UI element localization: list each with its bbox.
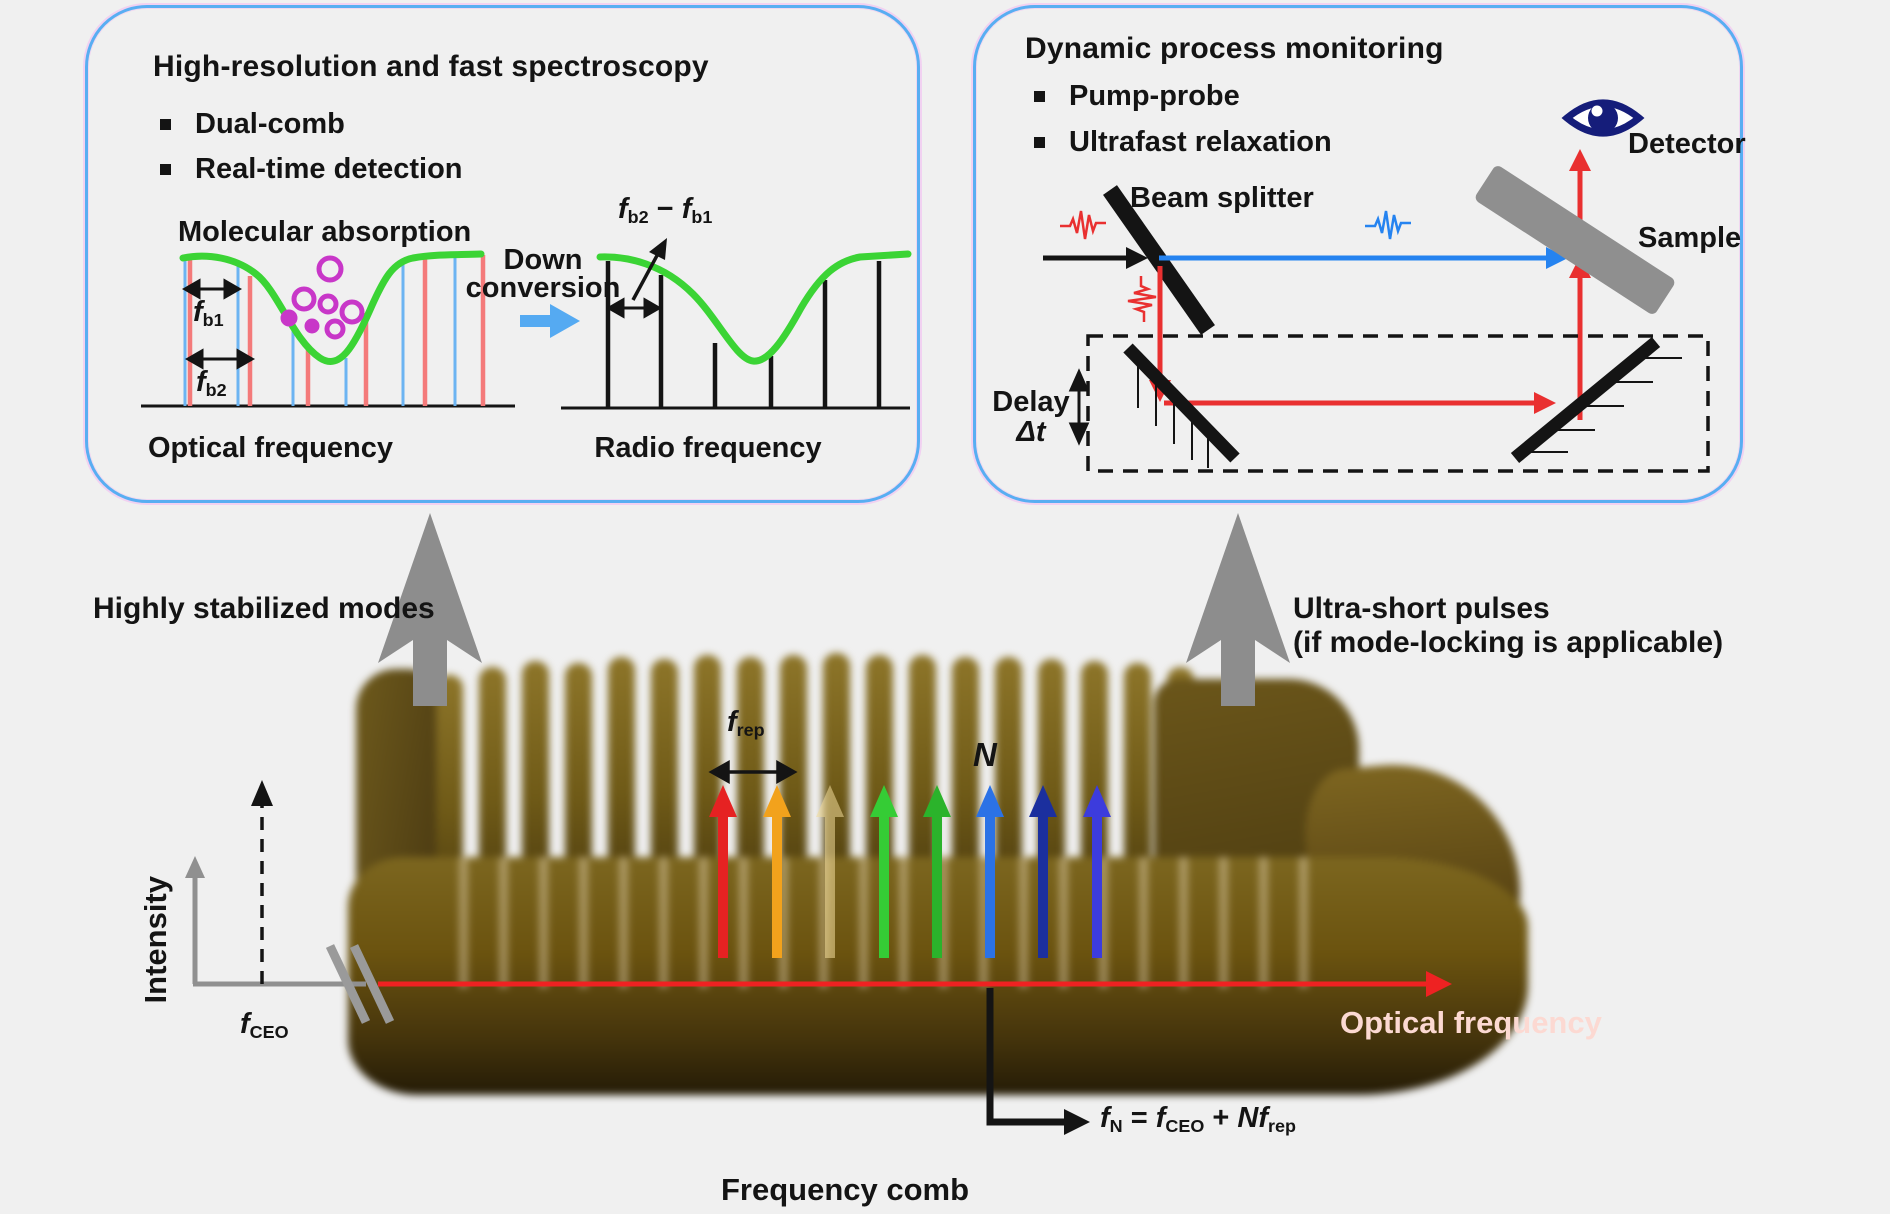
beat-span-arrow bbox=[605, 297, 663, 319]
beat-pointer-arrow bbox=[631, 238, 667, 301]
beat-frequency-label: fb2 − fb1 bbox=[618, 193, 713, 228]
pump-up-arrowhead-top bbox=[1569, 149, 1591, 171]
down-conversion-arrow-icon bbox=[520, 304, 580, 338]
comb-tooth bbox=[737, 657, 764, 882]
detector-eye-icon bbox=[1561, 99, 1645, 137]
bullet-dual-comb: Dual-comb bbox=[160, 108, 345, 141]
molecular-absorption-label: Molecular absorption bbox=[178, 216, 472, 248]
mode-number-label: N bbox=[973, 736, 997, 773]
optical-frequency-label: Optical frequency bbox=[1340, 1005, 1602, 1040]
sample-label: Sample bbox=[1638, 222, 1742, 254]
detector-label: Detector bbox=[1628, 128, 1746, 160]
delay-label-line1: Delay bbox=[992, 386, 1070, 418]
panel-spectroscopy: High-resolution and fast spectroscopy Du… bbox=[85, 5, 920, 503]
absorption-curve-optical bbox=[179, 250, 485, 365]
bullet-pump-probe-label: Pump-probe bbox=[1069, 80, 1240, 112]
pump-probe-graphics bbox=[1043, 99, 1710, 473]
fb2-label: fb2 bbox=[196, 366, 227, 401]
comb-tooth bbox=[780, 655, 807, 880]
comb-tooth bbox=[1081, 661, 1108, 886]
down-conversion-label-line1: Down bbox=[503, 244, 583, 276]
fceo-label: fCEO bbox=[240, 1008, 289, 1043]
bullet-realtime: Real-time detection bbox=[160, 153, 463, 186]
ultra-short-pulses-label-line1: Ultra-short pulses bbox=[1293, 592, 1550, 625]
comb-spine bbox=[348, 857, 1528, 1095]
comb-tooth bbox=[1038, 659, 1065, 884]
comb-tooth bbox=[909, 655, 936, 880]
bullet-dual-comb-label: Dual-comb bbox=[195, 108, 345, 140]
comb-tooth bbox=[522, 661, 549, 886]
pump-right-arrowhead bbox=[1534, 392, 1556, 414]
comb-lines-red bbox=[187, 255, 486, 406]
comb-tooth bbox=[694, 655, 721, 880]
sample-plate bbox=[1475, 166, 1675, 314]
comb-tooth bbox=[651, 659, 678, 884]
down-conversion-label-line2: conversion bbox=[465, 272, 621, 304]
comb-tooth bbox=[952, 657, 979, 882]
bullet-square-icon bbox=[160, 119, 171, 130]
figure-caption: Frequency comb bbox=[720, 1172, 970, 1207]
frep-label: frep bbox=[727, 706, 765, 741]
beam-splitter-label: Beam splitter bbox=[1130, 182, 1314, 214]
bullet-ultrafast: Ultrafast relaxation bbox=[1034, 126, 1332, 159]
probe-beam-arrowhead bbox=[1546, 247, 1568, 269]
optical-frequency-axis-label: Optical frequency bbox=[148, 432, 393, 464]
delay-mirror-right bbox=[1510, 336, 1682, 464]
input-beam-arrowhead bbox=[1126, 247, 1148, 269]
highly-stabilized-label: Highly stabilized modes bbox=[93, 592, 435, 625]
fn-formula: fN = fCEO + Nfrep bbox=[1100, 1102, 1296, 1137]
radio-frequency-axis-label: Radio frequency bbox=[594, 432, 822, 464]
intensity-axis-label: Intensity bbox=[138, 876, 173, 1004]
comb-tooth bbox=[479, 667, 506, 892]
panel-spectroscopy-title: High-resolution and fast spectroscopy bbox=[153, 50, 709, 83]
spectroscopy-graphics bbox=[141, 238, 912, 410]
fb2-span-arrow bbox=[184, 348, 256, 370]
comb-tooth bbox=[565, 663, 592, 888]
comb-tooth bbox=[995, 657, 1022, 882]
fb1-label: fb1 bbox=[193, 296, 224, 331]
radio-comb-lines bbox=[605, 261, 882, 408]
delay-span-arrow bbox=[1068, 368, 1090, 446]
fb1-span-arrow bbox=[181, 278, 243, 300]
bullet-pump-probe: Pump-probe bbox=[1034, 80, 1240, 113]
bullet-square-icon bbox=[1034, 137, 1045, 148]
ultra-short-pulses-label-line2: (if mode-locking is applicable) bbox=[1293, 626, 1724, 659]
bullet-square-icon bbox=[1034, 91, 1045, 102]
probe-pulse-icon bbox=[1365, 210, 1411, 240]
bullet-realtime-label: Real-time detection bbox=[195, 153, 463, 185]
panel-dynamic-title: Dynamic process monitoring bbox=[1025, 32, 1444, 65]
delay-stage-box bbox=[1086, 334, 1710, 473]
delay-label-line2: Δt bbox=[1016, 416, 1046, 448]
pump-pulse-icon bbox=[1060, 210, 1106, 240]
comb-tooth bbox=[866, 655, 893, 880]
panel-dynamic-monitoring: Dynamic process monitoring Pump-probe Ul… bbox=[973, 5, 1746, 503]
molecule-icon bbox=[280, 255, 365, 340]
comb-tooth bbox=[823, 653, 850, 878]
intensity-axis bbox=[185, 856, 366, 987]
delay-mirror-left bbox=[1123, 343, 1240, 468]
comb-tooth bbox=[1124, 663, 1151, 888]
bullet-square-icon bbox=[160, 164, 171, 175]
absorption-curve-radio bbox=[596, 250, 912, 365]
pump-pulse-vertical-icon bbox=[1127, 276, 1157, 322]
bullet-ultrafast-label: Ultrafast relaxation bbox=[1069, 126, 1332, 158]
fceo-dashed-arrow bbox=[251, 780, 273, 984]
comb-tooth bbox=[608, 657, 635, 882]
